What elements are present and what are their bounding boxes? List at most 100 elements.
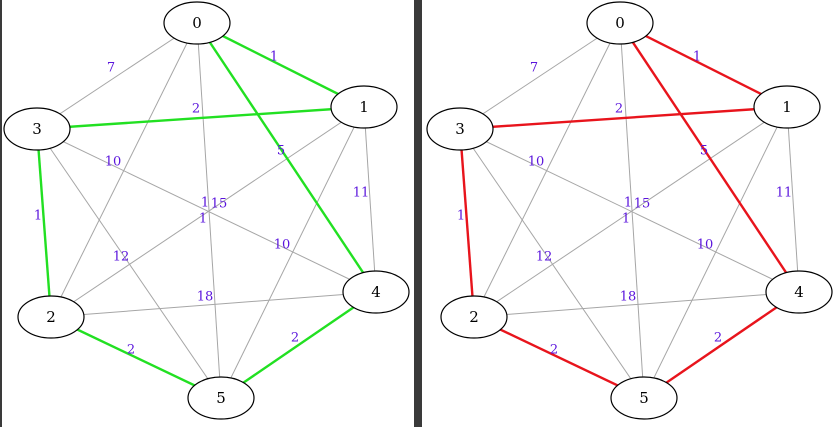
node-label-1: 1 [359, 98, 369, 116]
node-shape-1 [330, 85, 398, 129]
node-label-0: 0 [615, 14, 625, 32]
node-3: 3 [426, 107, 494, 151]
node-1: 1 [753, 85, 821, 129]
node-shape-0 [163, 1, 231, 45]
node-3: 3 [3, 107, 71, 151]
edge-3-5 [36, 128, 222, 399]
node-label-2: 2 [46, 308, 56, 326]
node-1: 1 [330, 85, 398, 129]
edge-weight-3-5: 12 [536, 250, 553, 265]
edge-weight-0-4: 5 [700, 144, 708, 159]
node-4: 4 [765, 270, 833, 314]
edge-weight-0-5: 15 [634, 197, 651, 212]
node-shape-4 [765, 270, 833, 314]
highlighted-edges-right [458, 21, 800, 400]
node-label-4: 4 [371, 283, 381, 301]
edge-weight-0-1: 1 [270, 50, 278, 65]
edge-2-5 [473, 315, 645, 400]
edge-4-5 [643, 291, 800, 399]
left-frame-border [0, 0, 2, 427]
edge-3-4 [459, 128, 800, 293]
edge-1-2 [50, 106, 365, 318]
edge-weight-2-4: 18 [620, 290, 637, 305]
node-shape-2 [440, 295, 508, 339]
edge-1-5 [220, 106, 365, 399]
node-label-3: 3 [455, 120, 465, 138]
edge-weight-4-5: 2 [291, 331, 299, 346]
node-shape-1 [753, 85, 821, 129]
edge-weight-3-2: 1 [457, 209, 465, 224]
edge-0-3 [36, 22, 198, 130]
edge-0-2 [473, 22, 621, 318]
edge-weight-3-1: 2 [615, 102, 623, 117]
node-label-5: 5 [216, 389, 226, 407]
edge-weight-3-2: 1 [34, 209, 42, 224]
edge-2-4 [50, 291, 377, 318]
edge-weight-2-4: 18 [197, 290, 214, 305]
node-label-2: 2 [469, 308, 479, 326]
edge-weight-1-4: 11 [353, 186, 370, 201]
node-2: 2 [440, 295, 508, 339]
edge-weight-1-2: 1 [201, 196, 209, 211]
edge-1-4 [786, 106, 800, 293]
edge-weight-0-3: 7 [107, 61, 115, 76]
panel-divider [414, 0, 422, 427]
node-shape-5 [187, 376, 255, 420]
edge-weight-0-3: 7 [530, 61, 538, 76]
edge-0-4 [196, 22, 377, 293]
edge-weight-2-5: 2 [127, 343, 135, 358]
edge-1-2 [473, 106, 788, 318]
edge-weight-1-2: 1 [624, 196, 632, 211]
edge-0-4 [619, 22, 800, 293]
edge-1-4 [363, 106, 377, 293]
edge-weight-3-1: 2 [192, 102, 200, 117]
edge-1-5 [643, 106, 788, 399]
edge-weight-3-4: 10 [274, 238, 291, 253]
edge-0-1 [619, 21, 788, 109]
node-shape-3 [3, 107, 71, 151]
edge-3-4 [36, 128, 377, 293]
edge-weight-0-2: 1 [199, 212, 207, 227]
edge-weight-3-5: 12 [113, 250, 130, 265]
node-label-1: 1 [782, 98, 792, 116]
node-shape-4 [342, 270, 410, 314]
highlighted-edges-left [35, 21, 377, 400]
node-0: 0 [586, 1, 654, 45]
node-0: 0 [163, 1, 231, 45]
edge-weight-3-4: 10 [697, 238, 714, 253]
edge-2-5 [50, 315, 222, 400]
edge-weight-1-4: 11 [776, 186, 793, 201]
edge-weight-0-1: 1 [693, 50, 701, 65]
edge-weight-0-4: 5 [277, 144, 285, 159]
node-shape-3 [426, 107, 494, 151]
edge-3-5 [459, 128, 645, 399]
node-2: 2 [17, 295, 85, 339]
node-shape-0 [586, 1, 654, 45]
edge-3-1 [36, 105, 365, 131]
node-label-5: 5 [639, 389, 649, 407]
edge-0-3 [459, 22, 621, 130]
edge-4-5 [220, 291, 377, 399]
edge-weight-0-2: 1 [622, 212, 630, 227]
node-5: 5 [610, 376, 678, 420]
edge-2-4 [473, 291, 800, 318]
edges-right [459, 22, 800, 399]
node-shape-5 [610, 376, 678, 420]
node-label-4: 4 [794, 283, 804, 301]
edge-3-2 [458, 128, 476, 318]
node-5: 5 [187, 376, 255, 420]
node-4: 4 [342, 270, 410, 314]
edge-3-1 [459, 105, 788, 131]
edge-0-1 [196, 21, 365, 109]
node-label-3: 3 [32, 120, 42, 138]
edges-left [36, 22, 377, 399]
node-label-0: 0 [192, 14, 202, 32]
edge-weight-4-5: 2 [714, 331, 722, 346]
